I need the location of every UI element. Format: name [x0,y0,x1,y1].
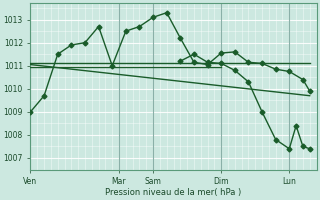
X-axis label: Pression niveau de la mer( hPa ): Pression niveau de la mer( hPa ) [105,188,242,197]
